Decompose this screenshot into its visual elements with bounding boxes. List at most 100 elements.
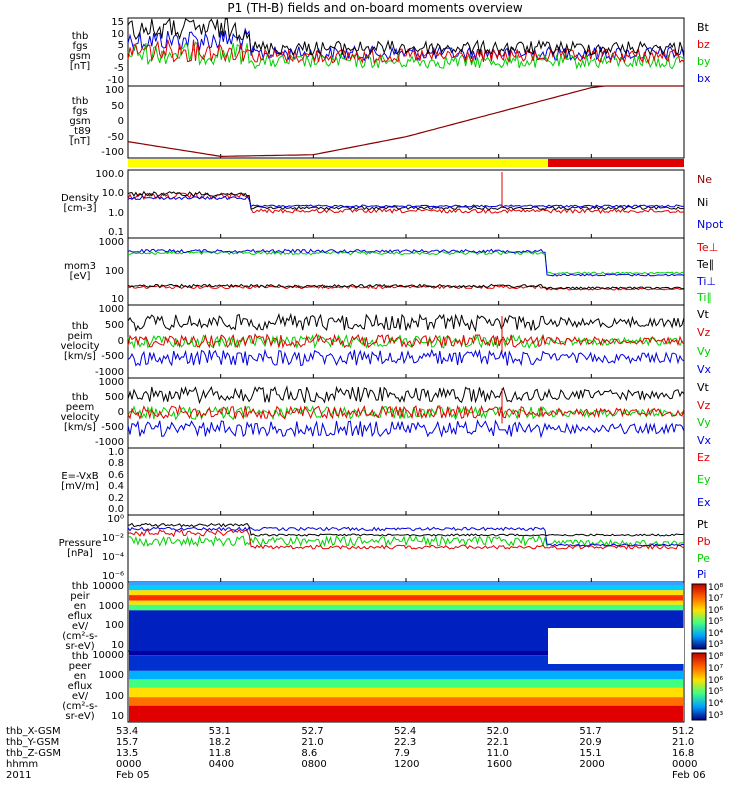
panel-6-ytick-3: -500 xyxy=(101,422,124,433)
panel-5-legend-Vx: Vx xyxy=(697,362,712,376)
panel-9-ylabel-0: thb xyxy=(71,580,89,592)
panel-9-ylabel-2: en xyxy=(73,600,87,612)
panel-6-legend-Vt: Vt xyxy=(697,381,709,394)
panel-7-legend-Ey: Ey xyxy=(697,473,711,487)
panel-1-legend-bz: bz xyxy=(697,38,710,51)
panel-7-ytick-5: 0.0 xyxy=(108,504,124,515)
footer-value-2-0: 13.5 xyxy=(116,748,139,759)
footer-value-2-2: 8.6 xyxy=(301,748,318,759)
panel-1-ytick-0: 15 xyxy=(111,17,124,28)
press-pt-line xyxy=(127,522,685,537)
footer-value-1-1: 18.2 xyxy=(208,737,231,748)
footer-label-3: hhmm xyxy=(6,759,39,770)
panel-6-ytick-2: 0 xyxy=(117,407,124,418)
panel-9-ylabel-4: eV/ xyxy=(71,620,89,632)
panel-10-ylabel-2: en xyxy=(73,670,87,682)
footer-value-1-3: 22.3 xyxy=(394,737,417,748)
panel-4-ylabel-0: mom3 xyxy=(64,260,96,272)
ion-spectro-band-0 xyxy=(129,582,683,586)
panel-frame-3 xyxy=(127,169,685,239)
footer-value-4-0: Feb 05 xyxy=(116,770,150,781)
panel-3-ytick-2: 1.0 xyxy=(108,207,124,219)
panel-6-ytick-1: 500 xyxy=(104,392,124,403)
vel-vy-line-4 xyxy=(127,333,685,350)
footer-value-3-6: 0000 xyxy=(672,759,698,770)
panel-3-legend-Ni: Ni xyxy=(697,195,709,209)
panel-9-ylabel-6: sr-eV) xyxy=(65,640,95,652)
press-pi-line xyxy=(127,526,685,547)
ion-spectro-band-4 xyxy=(129,600,683,605)
panel-frame-4 xyxy=(127,237,685,306)
panel-5-ytick-0: 1000 xyxy=(98,304,124,315)
vel-vx-line-5 xyxy=(127,419,685,439)
footer-value-2-4: 11.0 xyxy=(486,748,509,759)
panel-8-legend-Pb: Pb xyxy=(697,534,711,548)
footer-value-2-3: 7.9 xyxy=(394,748,410,759)
panel-9-cbtick-2: 10⁶ xyxy=(708,605,724,616)
panel-8-legend-Pe: Pe xyxy=(697,551,711,565)
panel-6-legend-Vz: Vz xyxy=(697,398,711,412)
panel-5-ytick-3: -500 xyxy=(101,351,124,363)
panel-2-ylabel-4: [nT] xyxy=(69,136,91,147)
vel-vt-line-4 xyxy=(127,312,685,333)
footer-value-3-1: 0400 xyxy=(208,759,235,770)
press-pe-line xyxy=(127,534,685,548)
panel-7-ytick-2: 0.6 xyxy=(108,469,124,481)
panel-2-ytick-0: 100 xyxy=(104,85,124,96)
panel-4-legend-Te∥: Te∥ xyxy=(697,257,715,271)
mode-bar-slow xyxy=(128,159,548,167)
panel-2-ytick-3: -50 xyxy=(107,131,124,143)
vel-vt-line-5 xyxy=(127,385,685,405)
panel-9-ytick-1: 1000 xyxy=(98,600,124,612)
panel-6-legend-Vx: Vx xyxy=(697,433,712,447)
panel-2-ytick-2: 0 xyxy=(117,116,124,127)
panel-8-ytick-2: 10⁻⁴ xyxy=(101,552,124,563)
panel-7-ytick-0: 1.0 xyxy=(108,447,124,458)
panel-1-ytick-3: 0 xyxy=(117,51,124,63)
vel-vz-line-5 xyxy=(127,404,685,420)
footer-value-3-2: 0800 xyxy=(301,759,327,770)
panel-6-ytick-0: 1000 xyxy=(98,377,124,388)
panel-10-ytick-2: 100 xyxy=(104,690,124,702)
panel-6-ylabel-0: thb xyxy=(71,392,89,403)
footer-value-1-5: 20.9 xyxy=(579,737,602,748)
panel-2-ytick-1: 50 xyxy=(111,100,124,112)
electron-spectro-band-5 xyxy=(129,697,683,706)
panel-4-legend-Te⊥: Te⊥ xyxy=(697,241,719,254)
panel-7-ylabel-0: E=-VxB xyxy=(61,470,99,482)
fgs-bz-line xyxy=(127,39,685,65)
panel-1-ylabel-0: thb xyxy=(71,31,89,42)
footer-value-1-2: 21.0 xyxy=(301,737,324,748)
panel-9-ytick-2: 100 xyxy=(104,620,124,632)
panel-3-legend-Npot: Npot xyxy=(697,218,724,232)
panel-4-ytick-0: 1000 xyxy=(98,237,124,248)
footer-value-2-5: 15.1 xyxy=(579,748,602,759)
electron-spectro-band-1 xyxy=(129,655,683,671)
footer-value-0-6: 51.2 xyxy=(672,726,695,737)
panel-9-cbtick-0: 10⁸ xyxy=(708,583,724,593)
footer-label-4: 2011 xyxy=(6,770,32,781)
panel-10-cbtick-4: 10⁴ xyxy=(708,699,724,710)
panel-1-ytick-4: -5 xyxy=(114,63,124,75)
panel-7-legend-Ex: Ex xyxy=(697,495,711,509)
panel-10-ylabel-4: eV/ xyxy=(71,690,89,702)
panel-5-ytick-1: 500 xyxy=(104,319,124,331)
panel-2-ylabel-1: fgs xyxy=(72,106,88,117)
press-pb-line xyxy=(127,528,685,550)
panel-8-ylabel-1: [nPa] xyxy=(67,547,93,559)
panel-1-ytick-5: -10 xyxy=(107,75,124,86)
footer-value-1-4: 22.1 xyxy=(486,737,509,748)
panel-4-ytick-2: 10 xyxy=(111,294,124,305)
panel-4-ytick-1: 100 xyxy=(104,265,124,277)
panel-6-ylabel-3: [km/s] xyxy=(64,422,96,433)
panel-5-ylabel-3: [km/s] xyxy=(64,350,96,362)
panel-7-ylabel-1: [mV/m] xyxy=(61,480,99,492)
colorbar-0 xyxy=(691,583,707,650)
panel-8-legend-Pi: Pi xyxy=(697,568,707,582)
panel-4-ylabel-1: [eV] xyxy=(69,270,91,282)
panel-8-ylabel-0: Pressure xyxy=(58,537,102,549)
panel-9-ytick-0: 10000 xyxy=(92,581,124,592)
footer-value-2-1: 11.8 xyxy=(208,748,231,759)
panel-9-cbtick-5: 10³ xyxy=(708,640,724,650)
